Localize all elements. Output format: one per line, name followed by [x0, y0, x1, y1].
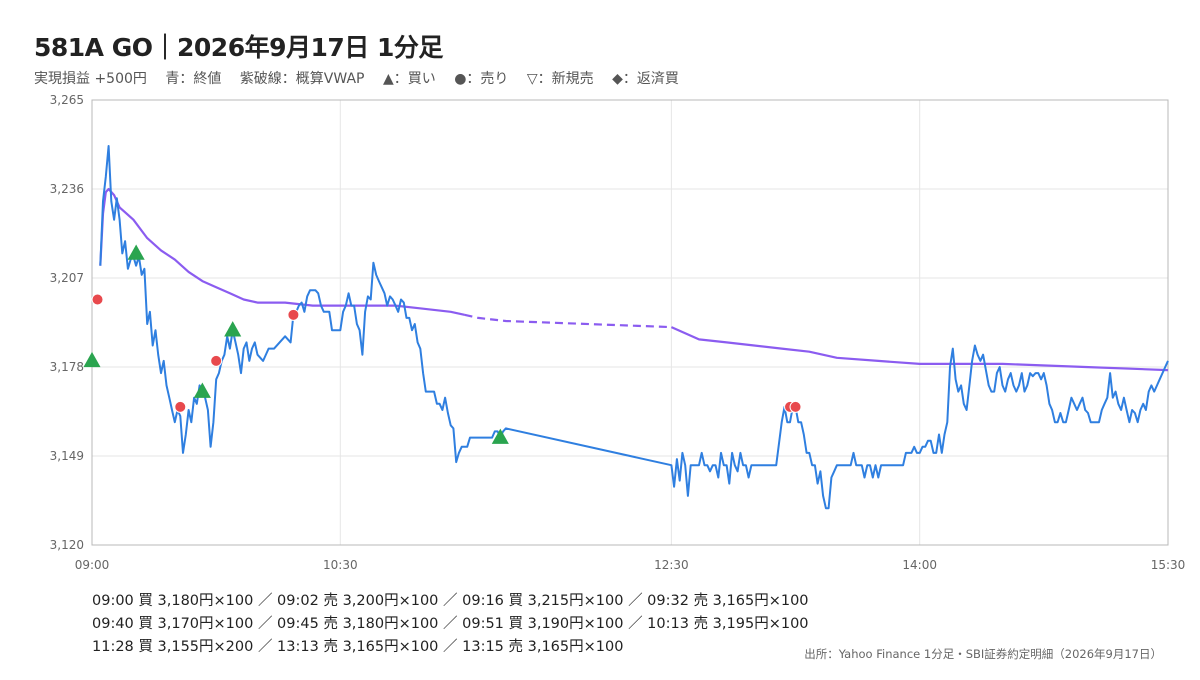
legend-vwap: 紫破線：概算VWAP: [239, 71, 365, 87]
plot-frame: [91, 99, 1169, 546]
x-tick-label: 15:30: [1151, 558, 1186, 572]
y-tick-label: 3,265: [50, 93, 84, 107]
trade-markers: [83, 244, 802, 444]
legend-sell: ●：売り: [454, 71, 509, 87]
vwap-line-dashed: [464, 313, 672, 329]
x-tick-label: 09:00: [75, 558, 110, 572]
trade-line: 09:00 買 3,180円×100 ／ 09:02 売 3,200円×100 …: [92, 593, 809, 609]
y-tick-label: 3,236: [50, 182, 84, 196]
legend-buy: ▲：買い: [382, 71, 436, 87]
x-tick-label: 12:30: [654, 558, 689, 572]
y-tick-label: 3,120: [50, 538, 84, 552]
chart-legend: 実現損益 +500円 青：終値 紫破線：概算VWAP ▲：買い ●：売り ▽：新…: [34, 68, 693, 88]
buy-marker: [224, 321, 242, 337]
chart-title: 581A GO｜2026年9月17日 1分足: [34, 33, 443, 62]
x-tick-label: 14:00: [902, 558, 937, 572]
legend-new-sell: ▽：新規売: [526, 71, 594, 87]
buy-marker: [83, 351, 101, 368]
y-tick-label: 3,178: [50, 360, 84, 374]
sell-marker: [91, 293, 104, 306]
x-axis-ticks: 09:00 10:30 12:30 14:00 15:30: [75, 558, 1186, 572]
vwap-line: [99, 187, 465, 316]
x-tick-label: 10:30: [323, 558, 358, 572]
sell-marker: [789, 400, 802, 413]
sell-marker: [287, 308, 300, 321]
buy-marker: [491, 428, 509, 444]
sell-marker: [210, 354, 223, 367]
buy-marker: [127, 244, 145, 260]
grid: [91, 99, 1169, 546]
y-tick-label: 3,149: [50, 449, 84, 463]
sell-marker: [174, 400, 187, 413]
trade-line: 09:40 買 3,170円×100 ／ 09:45 売 3,180円×100 …: [92, 616, 809, 632]
y-tick-label: 3,207: [50, 271, 84, 285]
y-axis-ticks: 3,120 3,149 3,178 3,207 3,236 3,265: [50, 93, 84, 552]
trade-line: 11:28 買 3,155円×200 ／ 13:13 売 3,165円×100 …: [92, 639, 624, 655]
legend-pnl: 実現損益 +500円: [34, 71, 147, 87]
vwap-line: [670, 326, 1169, 372]
source-note: 出所：Yahoo Finance 1分足・SBI証券約定明細（2026年9月17…: [804, 647, 1162, 661]
legend-close: 青：終値: [165, 71, 222, 87]
trade-list: 09:00 買 3,180円×100 ／ 09:02 売 3,200円×100 …: [92, 590, 809, 659]
close-price-line: [99, 145, 1169, 510]
legend-cover-buy: ◆：返済買: [612, 71, 679, 87]
buy-marker: [193, 382, 211, 398]
series: [99, 145, 1169, 510]
